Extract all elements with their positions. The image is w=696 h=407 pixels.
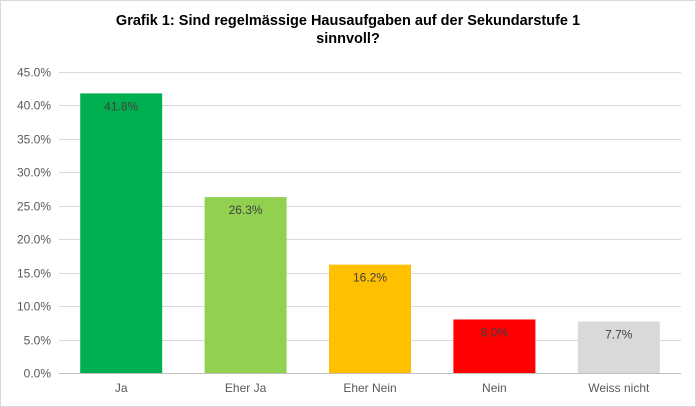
y-tick-label: 25.0% [17,200,51,214]
x-tick-label: Eher Nein [343,381,396,395]
y-axis-tick-labels: 0.0% 5.0% 10.0% 15.0% 20.0% 25.0% 30.0% 35.0% 40… [17,66,51,381]
y-tick-label: 40.0% [17,99,51,113]
y-tick-label: 15.0% [17,267,51,281]
y-tick-label: 5.0% [24,334,52,348]
data-label: 7.7% [605,327,633,341]
chart-title-line-1: Grafik 1: Sind regelmässige Hausaufgaben… [115,13,581,29]
x-tick-label: Ja [115,381,128,395]
data-labels: 41.8% 26.3% 16.2% 8.0% 7.7% [104,99,633,341]
bar-eher-nein [329,264,411,373]
y-tick-label: 10.0% [17,300,51,314]
x-tick-label: Nein [482,381,507,395]
bar-eher-ja [204,197,287,373]
y-tick-label: 35.0% [17,133,51,147]
y-tick-label: 30.0% [17,166,51,180]
x-tick-label: Weiss nicht [588,381,650,395]
bar-weiss-nicht [577,321,660,373]
data-label: 16.2% [353,271,387,285]
data-label: 8.0% [481,325,509,339]
bar-nein [453,319,536,373]
chart-title: Grafik 1: Sind regelmässige Hausaufgaben… [0,12,696,48]
x-tick-label: Eher Ja [225,381,267,395]
y-tick-label: 20.0% [17,233,51,247]
data-label: 41.8% [104,99,138,113]
y-tick-label: 45.0% [17,66,51,80]
data-label: 26.3% [229,203,263,217]
chart-title-line-2: sinnvoll? [316,31,380,47]
y-tick-label: 0.0% [24,367,52,381]
bars [80,93,660,373]
bar-ja [80,93,163,373]
x-axis-tick-labels: Ja Eher Ja Eher Nein Nein Weiss nicht [115,381,650,395]
